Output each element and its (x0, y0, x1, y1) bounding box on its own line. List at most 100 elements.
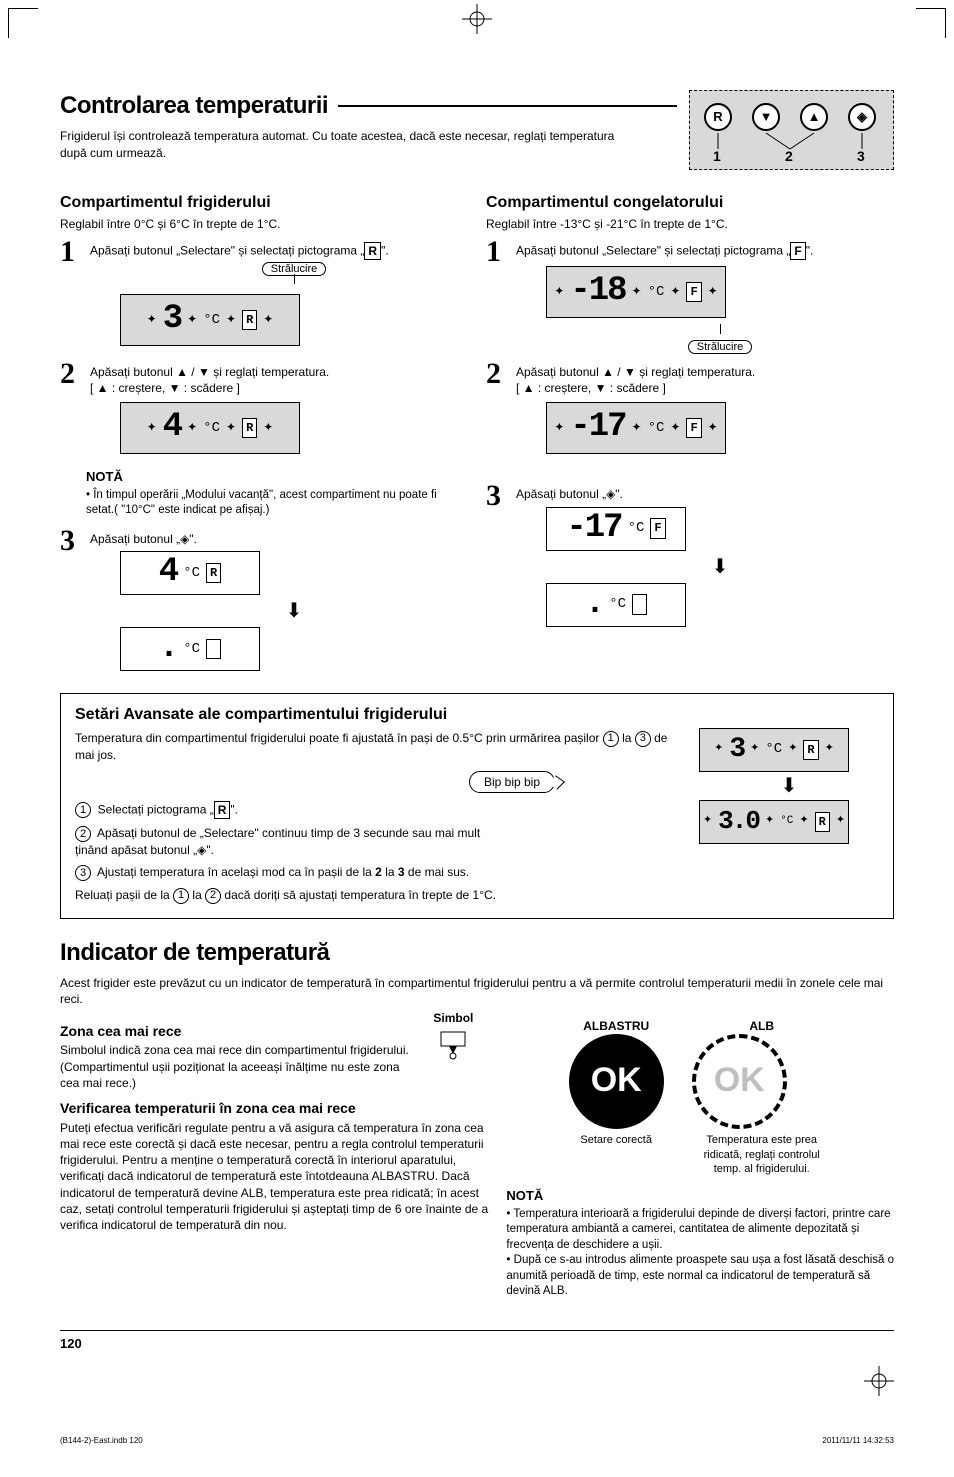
set-icon (180, 532, 189, 546)
note-heading: NOTĂ (86, 468, 468, 486)
check-text: Puteți efectua verificări regulate pentr… (60, 1120, 488, 1233)
circled-3-icon: 3 (635, 731, 651, 747)
advanced-display-stack: ✦3✦ °C ✦R✦ ⬇ ✦3.0✦ °C ✦R✦ (699, 728, 879, 844)
f-icon: F (686, 418, 701, 438)
down-arrow-icon: ⬇ (120, 601, 468, 621)
panel-select-button-icon: R (704, 103, 732, 131)
page-intro: Frigiderul își controlează temperatura a… (60, 128, 620, 160)
panel-set-button-icon: ◈ (848, 103, 876, 131)
page-title: Controlarea temperaturii (60, 90, 677, 122)
registration-mark-icon (864, 1366, 894, 1396)
fridge-range: Reglabil între 0°C și 6°C în trepte de 1… (60, 216, 468, 232)
lcd-display: . °C (120, 627, 260, 671)
heading-rule (338, 105, 677, 107)
freezer-heading: Compartimentul congelatorului (486, 192, 894, 214)
indicator-right: ALBASTRU OK Setare corectă ALB OK Temper… (506, 1014, 894, 1300)
step-text: Apăsați butonul „Selectare" și selectați… (516, 238, 894, 352)
step-text: Apăsați butonul / și reglați temperatura… (90, 360, 468, 460)
lcd-display: ✦ 4 ✦ °C ✦ R ✦ (120, 402, 300, 454)
step-text: Apăsați butonul „". 4 °C R ⬇ . °C (90, 527, 468, 671)
down-icon (198, 365, 210, 379)
lcd-display: . °C (546, 583, 686, 627)
panel-up-button-icon: ▲ (800, 103, 828, 131)
advanced-resume: Reluați pașii de la 1 la 2 dacă doriți s… (75, 887, 879, 904)
step-number: 1 (60, 238, 84, 265)
indicator-note-head: NOTĂ (506, 1187, 894, 1205)
fridge-column: Compartimentul frigiderului Reglabil înt… (60, 192, 468, 679)
advanced-settings-box: Setări Avansate ale compartimentului fri… (60, 693, 894, 919)
thermometer-icon (435, 1026, 471, 1062)
indicator-columns: Simbol Zona cea mai rece Simbolul indică… (60, 1014, 894, 1300)
fridge-heading: Compartimentul frigiderului (60, 192, 468, 214)
circled-2-icon: 2 (75, 826, 91, 842)
symbol-box: Simbol (418, 1010, 488, 1067)
step-number: 2 (486, 360, 510, 387)
crop-mark (916, 8, 946, 38)
step-text: Apăsați butonul „Selectare" și selectați… (90, 238, 468, 352)
circled-1-icon: 1 (75, 802, 91, 818)
registration-mark-icon (462, 4, 492, 34)
ok-white-icon: OK (692, 1034, 787, 1129)
r-icon: R (803, 740, 818, 760)
lcd-display: ✦ -18 ✦ °C ✦ F ✦ (546, 266, 726, 318)
blue-indicator: ALBASTRU OK Setare corectă (569, 1018, 664, 1178)
freezer-column: Compartimentul congelatorului Reglabil î… (486, 192, 894, 679)
note-item: Temperatura interioară a frigiderului de… (506, 1207, 894, 1254)
note-list: În timpul operării „Modului vacanță", ac… (86, 488, 468, 519)
beep-speech-bubble: Bip bip bip (469, 771, 555, 793)
note-item: După ce s-au introdus alimente proaspete… (506, 1253, 894, 1300)
lcd-display: 4 °C R (120, 551, 260, 595)
up-icon (602, 365, 614, 379)
f-icon: F (686, 282, 701, 302)
up-icon (176, 365, 188, 379)
r-icon: R (364, 242, 381, 260)
step-text: Apăsați butonul / și reglați temperatura… (516, 360, 894, 460)
ok-indicator-row: ALBASTRU OK Setare corectă ALB OK Temper… (506, 1018, 894, 1178)
burst-label: Strălucire (688, 340, 752, 354)
step-number: 3 (486, 482, 510, 509)
lcd-display: ✦ 3 ✦ °C ✦ R ✦ (120, 294, 300, 346)
indicator-note-list: Temperatura interioară a frigiderului de… (506, 1207, 894, 1300)
page-footer: 120 (60, 1330, 894, 1353)
circled-1-icon: 1 (173, 888, 189, 904)
ok-blue-icon: OK (569, 1034, 664, 1129)
r-icon: R (206, 563, 221, 583)
footer-date: 2011/11/11 14:32:53 (822, 1436, 894, 1447)
blank-icon (206, 639, 221, 659)
fridge-step-1: 1 Apăsați butonul „Selectare" și selecta… (60, 238, 468, 352)
freezer-step-1: 1 Apăsați butonul „Selectare" și selecta… (486, 238, 894, 352)
crop-mark (8, 8, 38, 38)
down-arrow-icon: ⬇ (546, 557, 894, 577)
down-icon (624, 365, 636, 379)
panel-label-3: 3 (857, 147, 865, 166)
lcd-display: -17 °C F (546, 507, 686, 551)
r-icon: R (242, 310, 257, 330)
print-metadata: (B144-2)-East.indb 120 2011/11/11 14:32:… (60, 1436, 894, 1447)
panel-label-2: 2 (785, 147, 793, 166)
lcd-display: ✦3.0✦ °C ✦R✦ (699, 800, 849, 844)
indicator-left: Simbol Zona cea mai rece Simbolul indică… (60, 1014, 488, 1300)
f-icon: F (790, 242, 805, 260)
lcd-display: ✦ -17 ✦ °C ✦ F ✦ (546, 402, 726, 454)
r-icon: R (242, 418, 257, 438)
page-title-text: Controlarea temperaturii (60, 90, 328, 122)
footer-file: (B144-2)-East.indb 120 (60, 1436, 143, 1447)
check-heading: Verificarea temperaturii în zona cea mai… (60, 1099, 488, 1118)
step-number: 1 (486, 238, 510, 265)
r-icon: R (214, 801, 231, 819)
r-icon: R (815, 812, 830, 832)
circled-1-icon: 1 (603, 731, 619, 747)
white-indicator: ALB OK Temperatura este prea ridicată, r… (692, 1018, 832, 1178)
page-number: 120 (60, 1336, 82, 1351)
down-arrow-icon: ⬇ (699, 776, 879, 796)
fridge-step-3: 3 Apăsați butonul „". 4 °C R ⬇ . °C (60, 527, 468, 671)
step-number: 2 (60, 360, 84, 387)
lcd-display: ✦3✦ °C ✦R✦ (699, 728, 849, 772)
columns: Compartimentul frigiderului Reglabil înt… (60, 192, 894, 679)
advanced-step-3: 3 Ajustați temperatura în același mod ca… (75, 864, 879, 881)
control-panel-diagram: R ▼ ▲ ◈ 1 2 3 (689, 90, 894, 170)
set-icon (606, 487, 615, 501)
panel-down-button-icon: ▼ (752, 103, 780, 131)
indicator-heading: Indicator de temperatură (60, 937, 894, 969)
note-item: În timpul operării „Modului vacanță", ac… (86, 488, 468, 519)
